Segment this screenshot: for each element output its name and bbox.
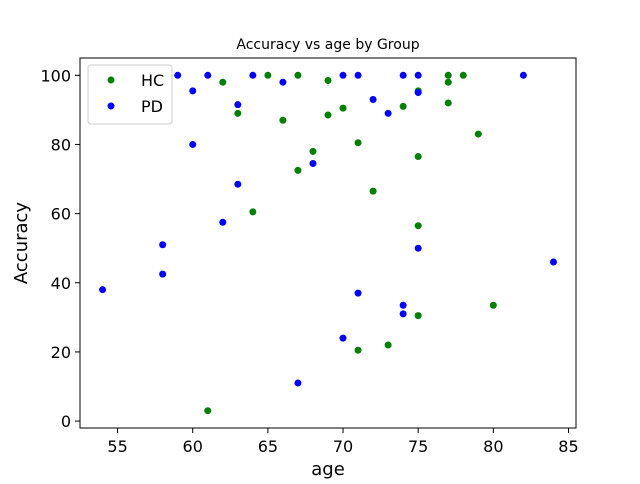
y-tick-label: 100 (40, 66, 71, 85)
data-point-pd (549, 258, 557, 266)
x-tick-label: 70 (333, 437, 353, 456)
data-point-hc (234, 109, 242, 117)
data-point-pd (159, 241, 167, 249)
y-tick-label: 0 (61, 412, 71, 431)
data-point-pd (189, 87, 197, 95)
data-point-hc (369, 187, 377, 195)
y-tick-label: 20 (51, 343, 71, 362)
data-point-pd (369, 96, 377, 103)
legend-marker-hc (107, 76, 115, 84)
x-tick-label: 55 (107, 437, 127, 456)
data-point-hc (384, 341, 392, 349)
data-point-hc (294, 71, 302, 79)
x-axis-label: age (311, 459, 345, 480)
data-point-pd (294, 379, 302, 387)
y-axis-label: Accuracy (11, 202, 32, 285)
data-point-pd (159, 270, 167, 278)
data-point-hc (444, 99, 452, 107)
data-point-hc (279, 116, 287, 124)
data-point-hc (294, 166, 302, 174)
data-point-pd (234, 180, 242, 188)
data-point-pd (234, 101, 242, 109)
data-point-pd (339, 334, 347, 342)
data-point-hc (324, 111, 332, 119)
data-point-pd (174, 71, 182, 79)
data-point-pd (354, 71, 362, 79)
plot-area-frame (79, 57, 577, 429)
data-point-pd (249, 71, 257, 79)
data-point-pd (414, 244, 422, 252)
data-point-hc (219, 78, 227, 86)
data-point-hc (474, 130, 482, 138)
data-point-pd (354, 289, 362, 297)
data-point-pd (339, 71, 347, 79)
data-point-hc (204, 407, 212, 415)
data-point-hc (264, 71, 272, 79)
data-point-hc (414, 312, 422, 320)
data-point-hc (354, 346, 362, 354)
x-tick-label: 80 (483, 437, 503, 456)
y-tick-label: 40 (51, 274, 71, 293)
legend-label-hc: HC (141, 71, 164, 90)
data-point-hc (459, 71, 467, 79)
data-point-hc (414, 153, 422, 161)
data-point-hc (489, 301, 497, 309)
data-point-pd (189, 140, 197, 148)
legend-label-pd: PD (141, 97, 163, 116)
data-point-pd (219, 218, 227, 226)
data-point-pd (519, 71, 527, 79)
data-point-pd (414, 89, 422, 97)
data-point-pd (204, 71, 212, 79)
data-point-hc (399, 102, 407, 110)
data-point-hc (444, 71, 452, 79)
x-axis-ticks: 55 60 65 70 75 80 85 (107, 428, 579, 456)
y-tick-label: 80 (51, 135, 71, 154)
data-point-pd (99, 286, 107, 294)
data-point-hc (414, 222, 422, 230)
data-point-hc (249, 208, 257, 216)
data-point-pd (384, 109, 392, 117)
data-point-pd (399, 71, 407, 79)
legend: HC PD (87, 64, 173, 125)
legend-marker-pd (107, 102, 115, 110)
data-point-pd (399, 301, 407, 309)
data-point-pd (399, 310, 407, 318)
data-points (99, 71, 557, 415)
data-point-pd (279, 78, 287, 86)
x-tick-label: 60 (183, 437, 203, 456)
data-point-hc (324, 76, 332, 84)
y-tick-label: 60 (51, 205, 71, 224)
data-point-hc (444, 78, 452, 86)
data-point-hc (339, 104, 347, 112)
data-point-hc (309, 147, 317, 155)
chart-title: Accuracy vs age by Group (236, 37, 419, 53)
x-tick-label: 85 (558, 437, 578, 456)
data-point-pd (309, 159, 317, 167)
x-tick-label: 65 (258, 437, 278, 456)
data-point-hc (354, 139, 362, 147)
y-axis-ticks: 0 20 40 60 80 100 (40, 66, 80, 431)
x-tick-label: 75 (408, 437, 428, 456)
data-point-pd (414, 71, 422, 79)
